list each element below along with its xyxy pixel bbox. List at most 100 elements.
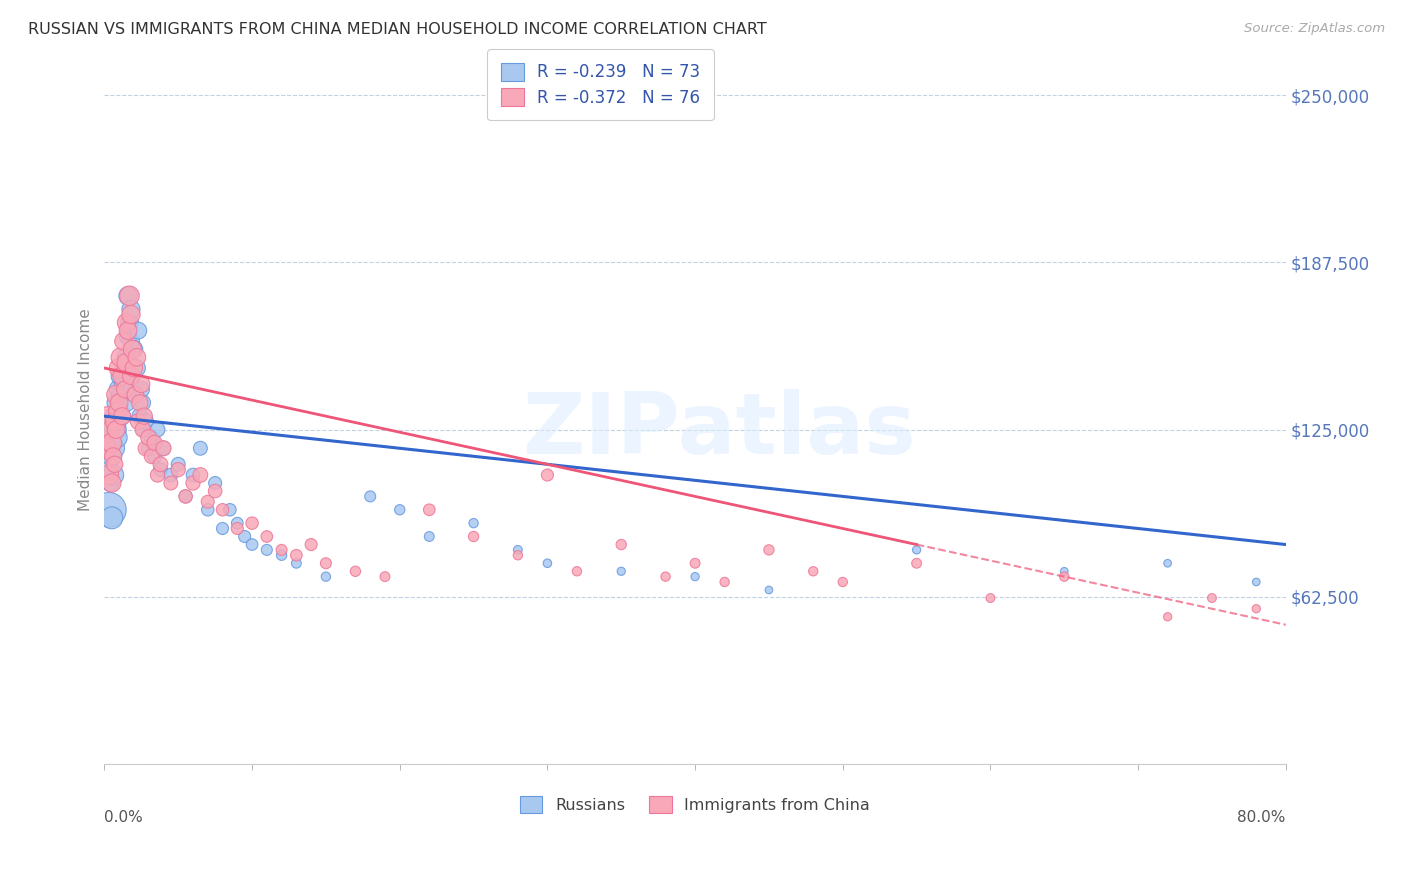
Point [152, 442, 174, 456]
Point [1246, 574, 1268, 589]
Point [536, 556, 558, 570]
Point [107, 404, 129, 418]
Point [1201, 591, 1223, 605]
Point [120, 302, 142, 317]
Point [240, 516, 263, 530]
Point [905, 556, 928, 570]
Point [167, 458, 190, 472]
Point [112, 334, 135, 349]
Point [1053, 569, 1076, 583]
Point [94, 463, 117, 477]
Point [197, 495, 219, 509]
Point [105, 423, 128, 437]
Point [190, 442, 212, 456]
Point [127, 415, 149, 429]
Point [96, 409, 118, 424]
Point [117, 289, 139, 303]
Point [103, 450, 125, 464]
Point [124, 388, 146, 402]
Point [110, 388, 132, 402]
Point [152, 442, 174, 456]
Point [233, 529, 256, 543]
Point [315, 569, 337, 583]
Point [138, 431, 160, 445]
Point [758, 542, 780, 557]
Legend: Russians, Immigrants from China: Russians, Immigrants from China [513, 789, 876, 820]
Point [134, 423, 156, 437]
Point [149, 458, 172, 472]
Point [105, 423, 128, 437]
Point [270, 542, 292, 557]
Point [110, 351, 132, 365]
Point [100, 436, 122, 450]
Point [141, 450, 163, 464]
Point [211, 502, 233, 516]
Point [1156, 609, 1178, 624]
Point [122, 361, 145, 376]
Point [359, 490, 381, 504]
Point [979, 591, 1001, 605]
Point [181, 476, 204, 491]
Point [118, 289, 141, 303]
Point [683, 569, 706, 583]
Point [94, 442, 117, 456]
Point [801, 564, 824, 578]
Point [565, 564, 588, 578]
Point [536, 468, 558, 483]
Point [115, 356, 138, 370]
Point [374, 569, 396, 583]
Point [120, 334, 142, 349]
Point [240, 537, 263, 551]
Point [190, 468, 212, 483]
Point [758, 582, 780, 597]
Point [108, 404, 131, 418]
Point [256, 529, 278, 543]
Point [149, 463, 172, 477]
Point [100, 450, 122, 464]
Y-axis label: Median Household Income: Median Household Income [79, 308, 93, 511]
Point [1246, 601, 1268, 615]
Point [128, 396, 150, 410]
Point [654, 569, 676, 583]
Point [610, 537, 633, 551]
Point [104, 415, 127, 429]
Text: 0.0%: 0.0% [104, 810, 143, 825]
Point [108, 361, 131, 376]
Point [108, 383, 131, 397]
Point [107, 431, 129, 445]
Point [104, 458, 127, 472]
Point [344, 564, 367, 578]
Point [96, 423, 118, 437]
Point [146, 423, 169, 437]
Point [197, 502, 219, 516]
Point [181, 468, 204, 483]
Point [115, 316, 138, 330]
Point [610, 564, 633, 578]
Point [713, 574, 735, 589]
Point [831, 574, 853, 589]
Point [114, 361, 136, 376]
Point [463, 529, 485, 543]
Point [285, 556, 308, 570]
Point [135, 415, 157, 429]
Point [127, 324, 149, 338]
Point [167, 463, 190, 477]
Point [683, 556, 706, 570]
Point [141, 431, 163, 445]
Point [125, 361, 148, 376]
Point [128, 409, 150, 424]
Point [104, 442, 127, 456]
Point [121, 369, 143, 384]
Point [115, 396, 138, 410]
Point [146, 468, 169, 483]
Point [97, 502, 120, 516]
Point [120, 308, 142, 322]
Point [506, 542, 529, 557]
Point [138, 442, 160, 456]
Point [299, 537, 322, 551]
Point [108, 396, 131, 410]
Point [160, 476, 183, 491]
Point [121, 343, 143, 357]
Point [100, 510, 122, 524]
Point [418, 529, 440, 543]
